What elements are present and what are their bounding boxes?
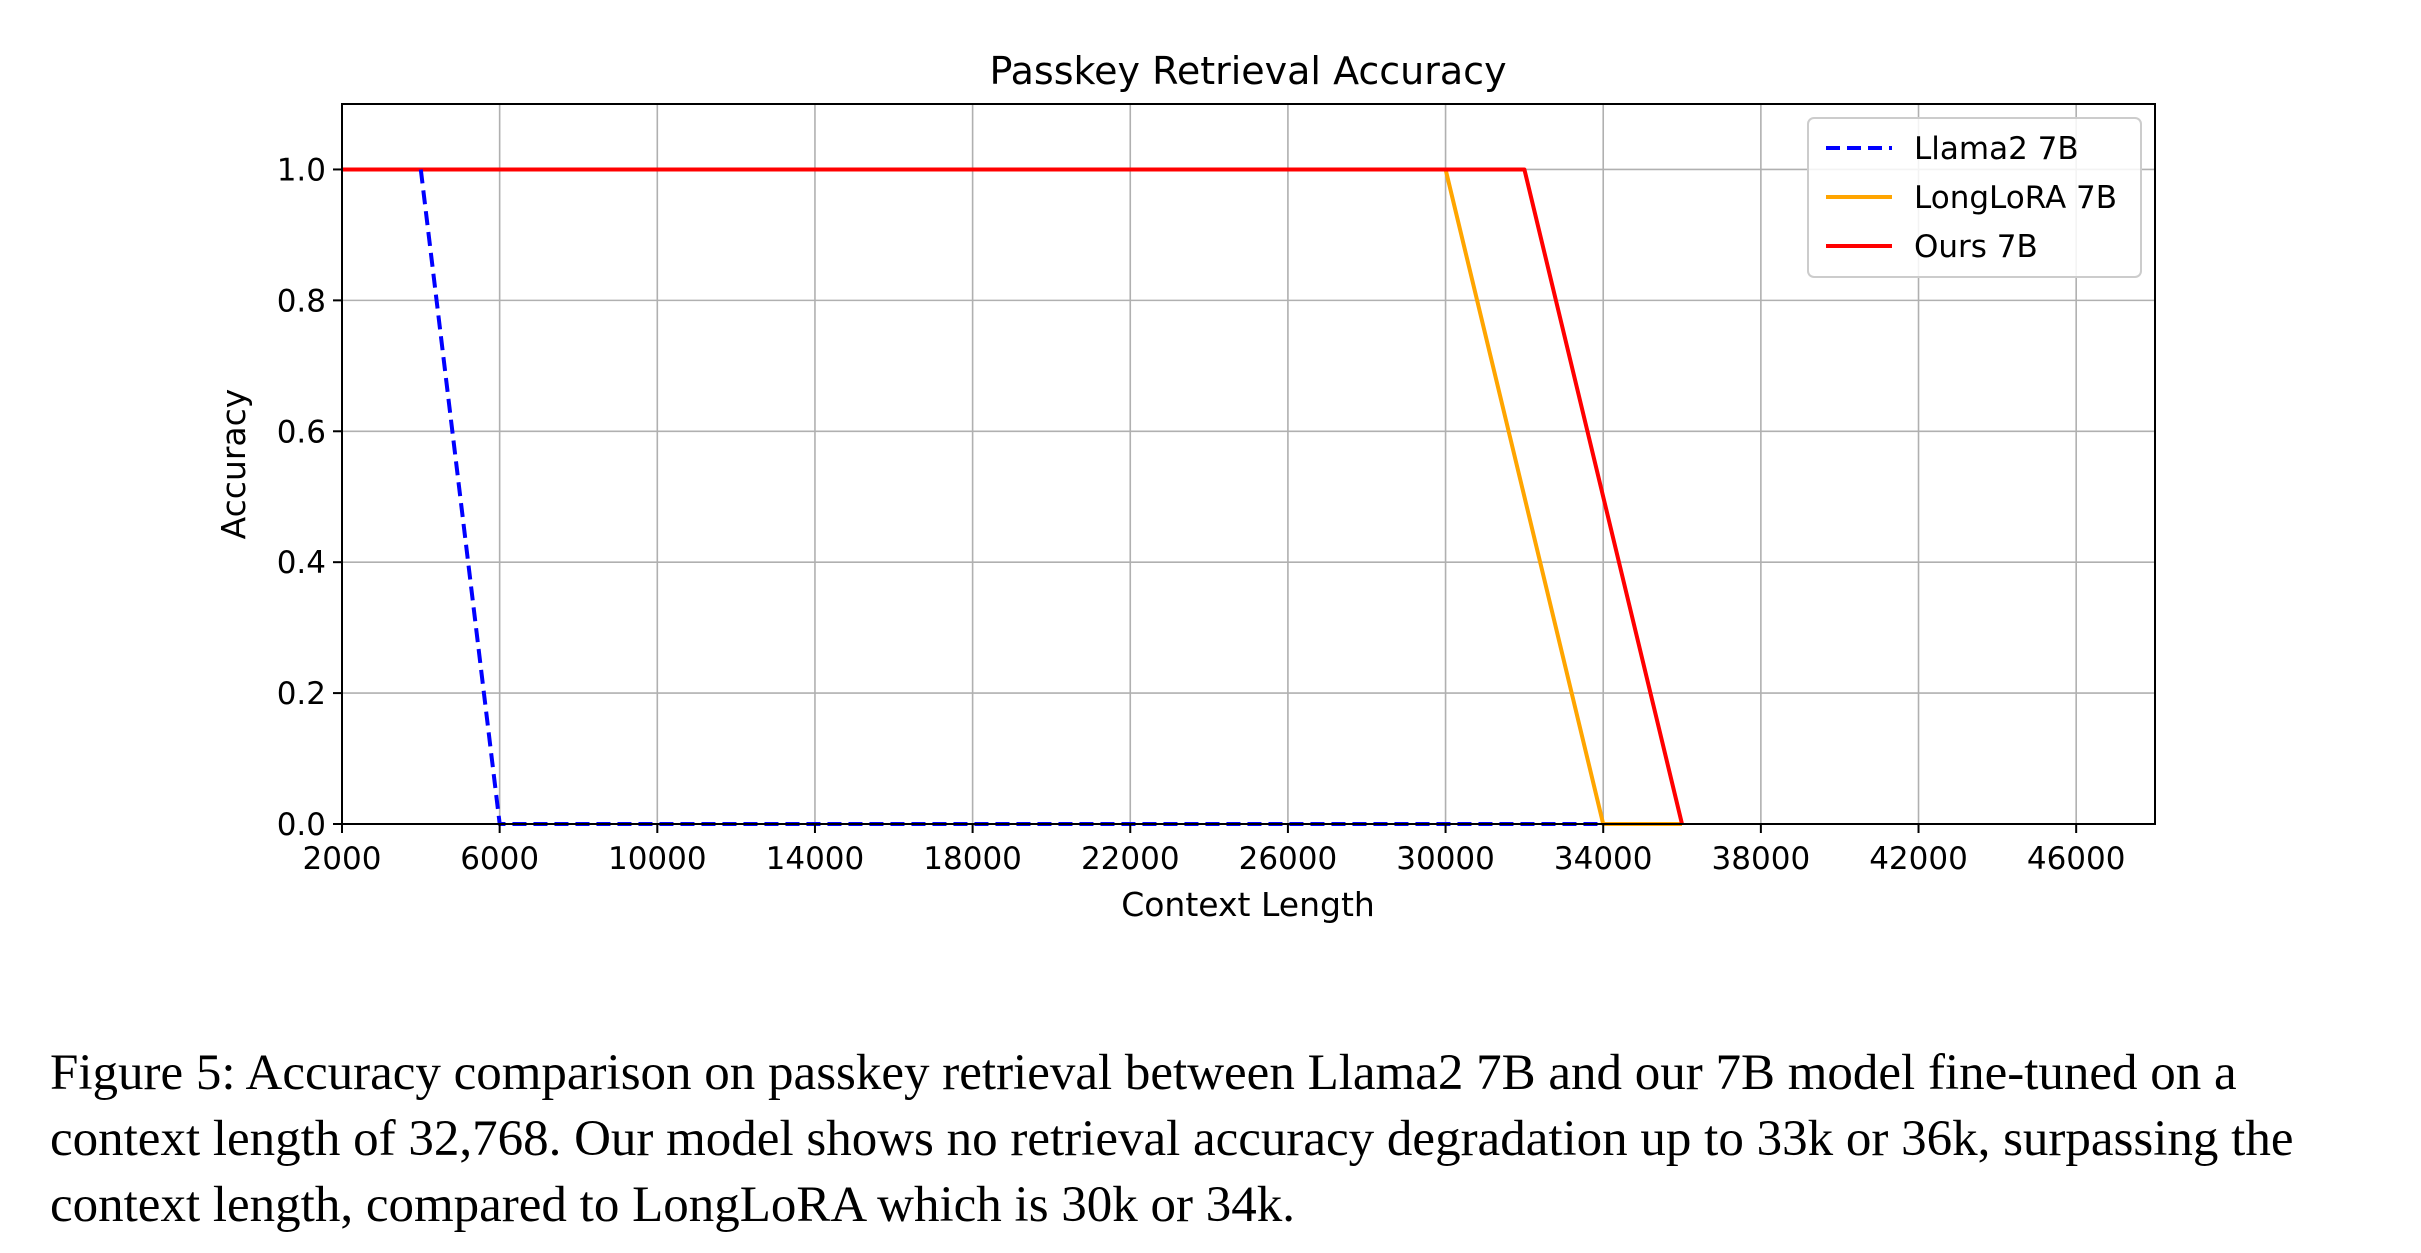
series-line-llama2-7b (418, 169, 1604, 826)
y-tick-label: 0.2 (277, 676, 326, 712)
series-line-longlora-7b (342, 167, 1682, 826)
series-line-ours-7b (342, 167, 1684, 825)
axis-ticks: 2000 6000 10000 14000 18000 22000 26000 30000 34… (277, 152, 2126, 877)
passkey-chart: Passkey Retrieval Accuracy 2000 6000 10000… (214, 49, 2156, 924)
legend-label: Ours 7B (1914, 229, 2038, 265)
x-tick-label: 30000 (1396, 841, 1495, 877)
x-tick-label: 22000 (1081, 841, 1180, 877)
x-tick-label: 38000 (1712, 841, 1811, 877)
x-tick-label: 10000 (608, 841, 707, 877)
x-tick-label: 18000 (923, 841, 1022, 877)
legend-label: LongLoRA 7B (1914, 180, 2117, 216)
legend-box (1807, 117, 2142, 278)
y-tick-label: 0.0 (277, 807, 326, 843)
x-tick-label: 26000 (1239, 841, 1338, 877)
y-axis-label: Accuracy (214, 389, 253, 540)
x-tick-label: 2000 (303, 841, 382, 877)
x-tick-label: 34000 (1554, 841, 1653, 877)
y-tick-label: 0.6 (277, 414, 326, 450)
legend-label: Llama2 7B (1914, 131, 2079, 167)
x-tick-label: 14000 (766, 841, 865, 877)
x-tick-label: 6000 (460, 841, 539, 877)
legend: Llama2 7B LongLoRA 7B Ours 7B (1807, 117, 2142, 278)
x-tick-label: 42000 (1869, 841, 1968, 877)
plot-area-frame (341, 103, 2156, 825)
figure-caption: Figure 5: Accuracy comparison on passkey… (50, 1045, 2294, 1233)
chart-title: Passkey Retrieval Accuracy (989, 49, 1506, 93)
x-tick-label: 46000 (2027, 841, 2126, 877)
y-tick-label: 0.8 (277, 283, 326, 319)
series-lines (342, 167, 1684, 826)
x-axis-label: Context Length (1121, 885, 1375, 924)
y-tick-label: 0.4 (277, 545, 326, 581)
y-tick-label: 1.0 (277, 152, 326, 188)
